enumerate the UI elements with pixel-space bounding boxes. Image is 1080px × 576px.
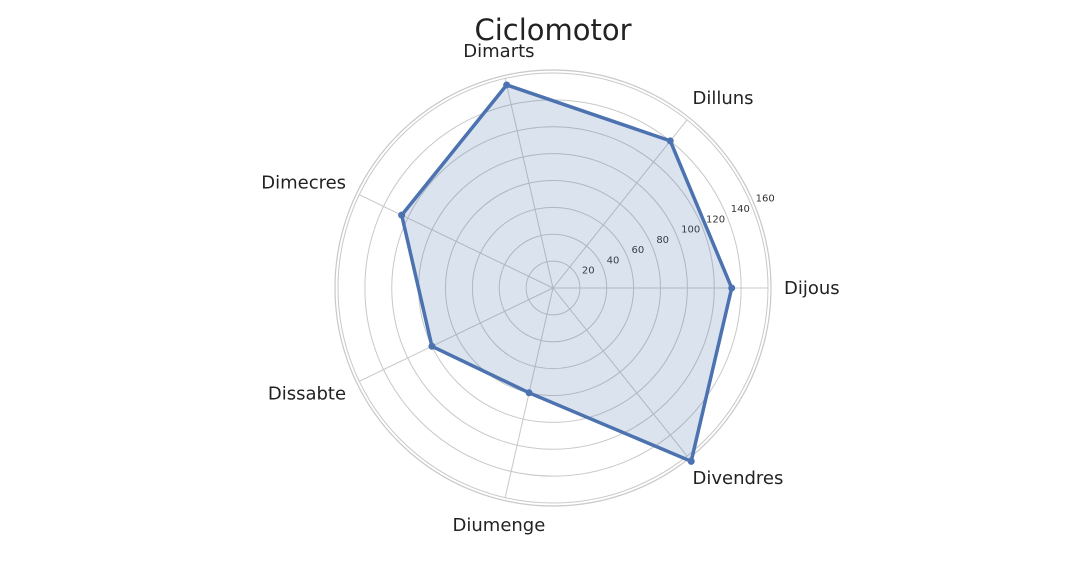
- radial-tick-label: 40: [607, 255, 620, 266]
- radial-tick-label: 80: [656, 235, 669, 246]
- data-point: [666, 137, 674, 145]
- category-label: Dilluns: [693, 88, 754, 109]
- category-label: Dimarts: [463, 41, 534, 62]
- data-point: [503, 81, 511, 89]
- radial-tick-label: 140: [731, 204, 750, 215]
- radar-spokes: [359, 78, 768, 498]
- data-point: [398, 211, 406, 219]
- series-area: [401, 84, 732, 462]
- radial-tick-label: 60: [631, 245, 644, 256]
- chart-title: Ciclomotor: [474, 13, 631, 47]
- data-series: [398, 81, 736, 465]
- category-label: Dimecres: [261, 173, 346, 194]
- spoke-line: [552, 287, 688, 457]
- data-point: [428, 342, 436, 350]
- radial-tick-label: 100: [681, 225, 700, 236]
- series-line: [399, 83, 734, 464]
- spoke-line: [359, 194, 554, 289]
- radial-tick-label: 160: [756, 194, 775, 205]
- spoke-line: [359, 287, 554, 382]
- data-point: [728, 284, 736, 292]
- spoke-line: [504, 78, 554, 289]
- radial-tick-labels: 20 40 60 80 100 120 140 160: [582, 194, 775, 277]
- category-label: Dijous: [784, 278, 840, 299]
- radial-tick-label: 120: [706, 214, 725, 225]
- category-labels: Dijous Dilluns Dimarts Dimecres Dissabte Dium…: [261, 41, 839, 536]
- outer-frame-ring: [334, 69, 772, 507]
- category-label: Dissabte: [268, 383, 346, 404]
- category-label: Divendres: [693, 468, 784, 489]
- spoke-line: [552, 119, 688, 289]
- data-point: [525, 389, 533, 397]
- radial-tick-label: 20: [582, 266, 595, 277]
- data-point: [687, 457, 695, 465]
- category-label: Diumenge: [453, 515, 546, 536]
